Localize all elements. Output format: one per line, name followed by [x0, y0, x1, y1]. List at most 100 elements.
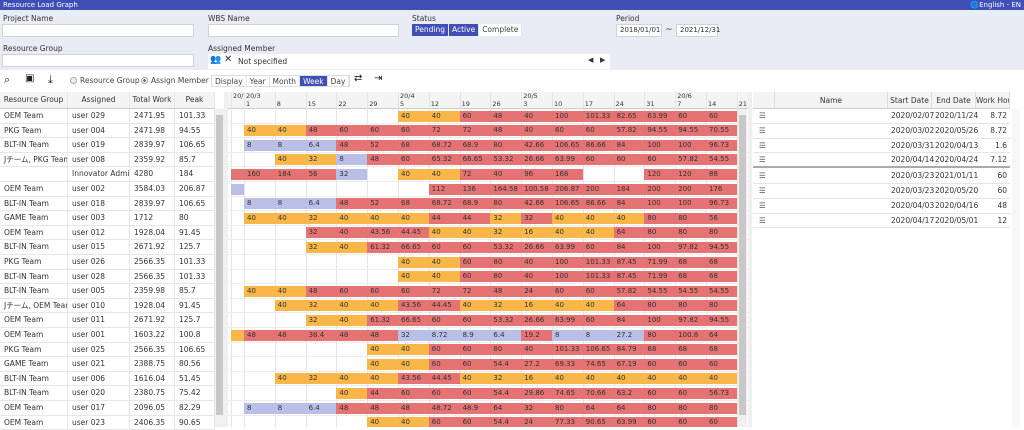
load-cell[interactable]: 40 — [367, 358, 398, 370]
load-cell[interactable]: 60 — [644, 387, 676, 399]
load-cell[interactable]: 80 — [490, 344, 522, 356]
load-cell[interactable]: 40 — [582, 227, 614, 239]
load-cell[interactable]: 84 — [613, 198, 645, 210]
load-cell[interactable]: 68 — [675, 256, 706, 268]
load-cell[interactable]: 80 — [644, 402, 676, 414]
load-cell[interactable]: 100 — [644, 241, 676, 253]
load-cell[interactable]: 206.87 — [552, 183, 583, 195]
load-cell[interactable]: 100 — [552, 256, 583, 268]
menu-icon[interactable]: ☰ — [759, 125, 766, 135]
load-cell[interactable]: 48 — [336, 329, 368, 341]
load-cell[interactable]: 60 — [675, 358, 706, 370]
load-cell[interactable]: 60 — [582, 285, 614, 297]
table-row[interactable]: BLT-IN Team user 018 2839.97 106.65 — [0, 196, 215, 212]
load-cell[interactable]: 66.65 — [398, 314, 429, 326]
load-cell[interactable]: 63.99 — [552, 241, 583, 253]
load-cell[interactable]: 8 — [582, 329, 614, 341]
load-cell[interactable]: 200 — [644, 183, 676, 195]
load-cell[interactable]: 48 — [398, 402, 429, 414]
load-cell[interactable]: 48 — [367, 402, 398, 414]
load-cell[interactable]: 100 — [644, 198, 676, 210]
col-resource-group[interactable]: Resource Group — [0, 92, 68, 108]
load-cell[interactable]: 40 — [244, 212, 275, 224]
load-cell[interactable]: 60 — [428, 417, 460, 427]
load-cell[interactable]: 136 — [459, 183, 491, 195]
load-cell[interactable]: 48 — [274, 329, 306, 341]
load-cell[interactable]: 54.55 — [706, 154, 737, 166]
load-cell[interactable]: 6.4 — [305, 402, 337, 414]
load-cell[interactable]: 100 — [675, 198, 706, 210]
load-cell[interactable]: 60 — [582, 241, 614, 253]
load-cell[interactable]: 60 — [459, 344, 491, 356]
table-row[interactable]: OEM Team user 001 1603.22 100.8 — [0, 328, 215, 343]
load-cell[interactable]: 6.4 — [305, 198, 337, 210]
table-row[interactable]: OEM Team user 002 3584.03 206.87 — [0, 182, 215, 197]
load-cell[interactable]: 94.55 — [706, 241, 737, 253]
tree-row[interactable]: ☰◢Confidential Red Notorious2020/02/0720… — [753, 109, 1010, 124]
load-cell[interactable]: 40 — [274, 125, 306, 137]
load-cell[interactable]: 97.82 — [675, 314, 706, 326]
load-cell[interactable]: 32 — [490, 300, 522, 312]
load-cell[interactable]: 40 — [521, 344, 552, 356]
load-cell[interactable]: 43.56 — [367, 227, 398, 239]
load-cell[interactable]: 106.65 — [552, 198, 583, 210]
load-cell[interactable]: 80 — [490, 198, 522, 210]
load-cell[interactable]: 68 — [706, 344, 737, 356]
load-cell[interactable]: 100.58 — [521, 183, 552, 195]
search-icon[interactable]: ⌕ — [4, 73, 11, 86]
load-cell[interactable]: 48 — [244, 329, 275, 341]
load-cell[interactable]: 24 — [521, 285, 552, 297]
load-cell[interactable]: 44 — [459, 212, 491, 224]
load-cell[interactable]: 48 — [336, 139, 368, 151]
load-cell[interactable]: 71.99 — [644, 256, 676, 268]
menu-icon[interactable]: ☰ — [759, 186, 766, 195]
load-cell[interactable]: 68 — [644, 344, 676, 356]
load-cell[interactable] — [231, 329, 244, 341]
load-cell[interactable] — [231, 168, 244, 180]
left-splitter[interactable] — [224, 92, 228, 427]
load-cell[interactable]: 40 — [428, 168, 460, 180]
load-cell[interactable]: 65.32 — [428, 154, 460, 166]
table-row[interactable]: OEM Team user 029 2471.95 101.33 — [0, 109, 215, 124]
load-cell[interactable]: 100 — [644, 139, 676, 151]
load-cell[interactable]: 32 — [305, 212, 337, 224]
table-row[interactable]: OEM Team user 011 2671.92 125.7 — [0, 313, 215, 328]
grid-scroll-thumb[interactable] — [739, 115, 746, 415]
load-cell[interactable]: 40 — [459, 227, 491, 239]
load-cell[interactable]: 60 — [428, 314, 460, 326]
load-cell[interactable]: 80 — [706, 300, 737, 312]
load-cell[interactable]: 69.33 — [552, 358, 583, 370]
load-cell[interactable]: 40 — [582, 300, 614, 312]
load-cell[interactable]: 120 — [644, 168, 676, 180]
load-cell[interactable]: 80 — [675, 300, 706, 312]
table-row[interactable]: BLT-IN Team user 028 2566.35 101.33 — [0, 269, 215, 285]
load-cell[interactable]: 43.56 — [398, 300, 429, 312]
load-cell[interactable]: 40 — [398, 344, 429, 356]
table-row[interactable]: PKG Team user 025 2566.35 106.65 — [0, 342, 215, 358]
load-cell[interactable]: 40 — [367, 300, 398, 312]
load-cell[interactable]: 40 — [428, 110, 460, 122]
menu-icon[interactable]: ☰ — [759, 140, 766, 150]
load-cell[interactable]: 72 — [459, 285, 491, 297]
load-cell[interactable]: 60 — [428, 344, 460, 356]
table-row[interactable]: BLT-IN Team user 006 1616.04 51.45 — [0, 371, 215, 387]
status-active[interactable]: Active — [448, 24, 480, 36]
load-cell[interactable]: 32 — [305, 227, 337, 239]
load-cell[interactable]: 60 — [459, 110, 491, 122]
resource-group-input[interactable] — [2, 54, 194, 67]
load-cell[interactable]: 176 — [706, 183, 737, 195]
load-cell[interactable]: 68 — [675, 271, 706, 283]
menu-icon[interactable]: ☰ — [759, 155, 766, 165]
load-cell[interactable]: 63.2 — [613, 387, 645, 399]
load-cell[interactable]: 40 — [521, 256, 552, 268]
load-cell[interactable]: 84 — [613, 139, 645, 151]
scale-day[interactable]: Day — [327, 76, 350, 86]
menu-icon[interactable]: ☰ — [759, 200, 766, 210]
load-cell[interactable]: 29.86 — [521, 387, 552, 399]
load-cell[interactable]: 80 — [490, 256, 522, 268]
load-cell[interactable]: 68.9 — [459, 198, 491, 210]
load-cell[interactable]: 56 — [305, 168, 337, 180]
load-cell[interactable]: 101.33 — [582, 110, 614, 122]
